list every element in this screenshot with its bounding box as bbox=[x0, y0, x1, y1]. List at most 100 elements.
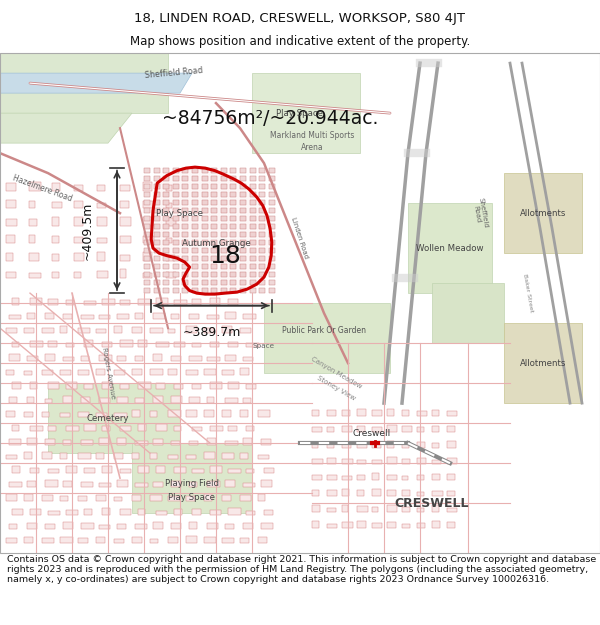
Bar bbox=[97, 253, 106, 261]
Bar bbox=[357, 460, 367, 464]
Bar bbox=[312, 490, 319, 496]
Bar bbox=[78, 412, 89, 417]
Bar bbox=[312, 521, 319, 528]
Bar bbox=[166, 185, 172, 191]
Bar bbox=[97, 185, 106, 191]
Bar bbox=[166, 218, 176, 226]
Bar bbox=[189, 522, 197, 529]
Bar bbox=[250, 208, 256, 213]
Bar bbox=[182, 240, 188, 245]
Bar bbox=[143, 182, 152, 191]
Bar bbox=[204, 537, 215, 543]
Text: Sheffield Road: Sheffield Road bbox=[145, 66, 203, 80]
Bar bbox=[246, 469, 254, 473]
Bar bbox=[207, 438, 215, 445]
Bar bbox=[372, 508, 378, 512]
Bar bbox=[135, 483, 148, 487]
Bar bbox=[144, 232, 150, 237]
Bar bbox=[250, 272, 256, 277]
Bar bbox=[211, 184, 217, 189]
Text: Play Space: Play Space bbox=[277, 109, 323, 118]
Bar bbox=[154, 288, 160, 293]
Bar bbox=[9, 439, 21, 445]
Polygon shape bbox=[132, 443, 252, 513]
Bar bbox=[173, 288, 179, 293]
Bar bbox=[259, 168, 265, 173]
Bar bbox=[243, 398, 251, 403]
Bar bbox=[269, 256, 275, 261]
Bar bbox=[210, 426, 223, 431]
Bar bbox=[120, 256, 130, 261]
Bar bbox=[202, 224, 208, 229]
Bar bbox=[6, 271, 16, 278]
Bar bbox=[250, 288, 256, 293]
Bar bbox=[24, 538, 32, 543]
Bar bbox=[342, 489, 349, 496]
Bar bbox=[168, 496, 181, 501]
Bar bbox=[447, 522, 455, 528]
Bar bbox=[447, 411, 457, 416]
Bar bbox=[327, 508, 336, 512]
Bar bbox=[230, 192, 236, 197]
Bar bbox=[48, 299, 58, 305]
Bar bbox=[173, 232, 179, 237]
Bar bbox=[138, 509, 145, 515]
Bar bbox=[222, 538, 233, 543]
Bar bbox=[269, 216, 275, 221]
Bar bbox=[66, 466, 77, 473]
Bar bbox=[9, 524, 17, 529]
Bar bbox=[42, 370, 53, 375]
Bar bbox=[138, 424, 146, 431]
Bar bbox=[387, 409, 394, 416]
Bar bbox=[63, 357, 74, 361]
Bar bbox=[135, 398, 144, 403]
Bar bbox=[154, 240, 160, 245]
Bar bbox=[27, 397, 34, 403]
Bar bbox=[132, 327, 142, 333]
Bar bbox=[144, 168, 150, 173]
Bar bbox=[174, 300, 187, 305]
Bar bbox=[81, 523, 94, 529]
Bar bbox=[432, 474, 440, 480]
Bar bbox=[81, 482, 93, 487]
Bar bbox=[250, 256, 256, 261]
Bar bbox=[6, 219, 17, 226]
Bar bbox=[150, 452, 157, 459]
Bar bbox=[154, 224, 160, 229]
Bar bbox=[156, 511, 167, 515]
Bar bbox=[202, 256, 208, 261]
Bar bbox=[135, 441, 148, 445]
Bar bbox=[192, 427, 202, 431]
Bar bbox=[99, 525, 110, 529]
Bar bbox=[250, 200, 256, 205]
Bar bbox=[6, 253, 13, 261]
Bar bbox=[114, 452, 124, 459]
Bar bbox=[221, 192, 227, 197]
Bar bbox=[258, 494, 265, 501]
Bar bbox=[153, 522, 163, 529]
Bar bbox=[48, 511, 60, 515]
Bar bbox=[173, 272, 179, 277]
Bar bbox=[173, 248, 179, 253]
Bar bbox=[154, 200, 160, 205]
Bar bbox=[173, 200, 179, 205]
Bar bbox=[259, 200, 265, 205]
Bar bbox=[96, 495, 106, 501]
Bar bbox=[261, 480, 272, 487]
Text: Linden Road: Linden Road bbox=[290, 217, 310, 259]
Bar bbox=[192, 264, 198, 269]
Bar bbox=[204, 494, 212, 501]
Bar bbox=[230, 280, 236, 285]
Text: Cemetery: Cemetery bbox=[87, 414, 129, 422]
Bar bbox=[259, 216, 265, 221]
Bar bbox=[156, 383, 165, 389]
Bar bbox=[228, 382, 239, 389]
Bar bbox=[163, 232, 169, 237]
Bar bbox=[202, 272, 208, 277]
Bar bbox=[6, 494, 17, 501]
Bar bbox=[192, 272, 198, 277]
Bar bbox=[30, 468, 39, 473]
Bar bbox=[269, 240, 275, 245]
Bar bbox=[144, 224, 150, 229]
Bar bbox=[96, 452, 104, 459]
